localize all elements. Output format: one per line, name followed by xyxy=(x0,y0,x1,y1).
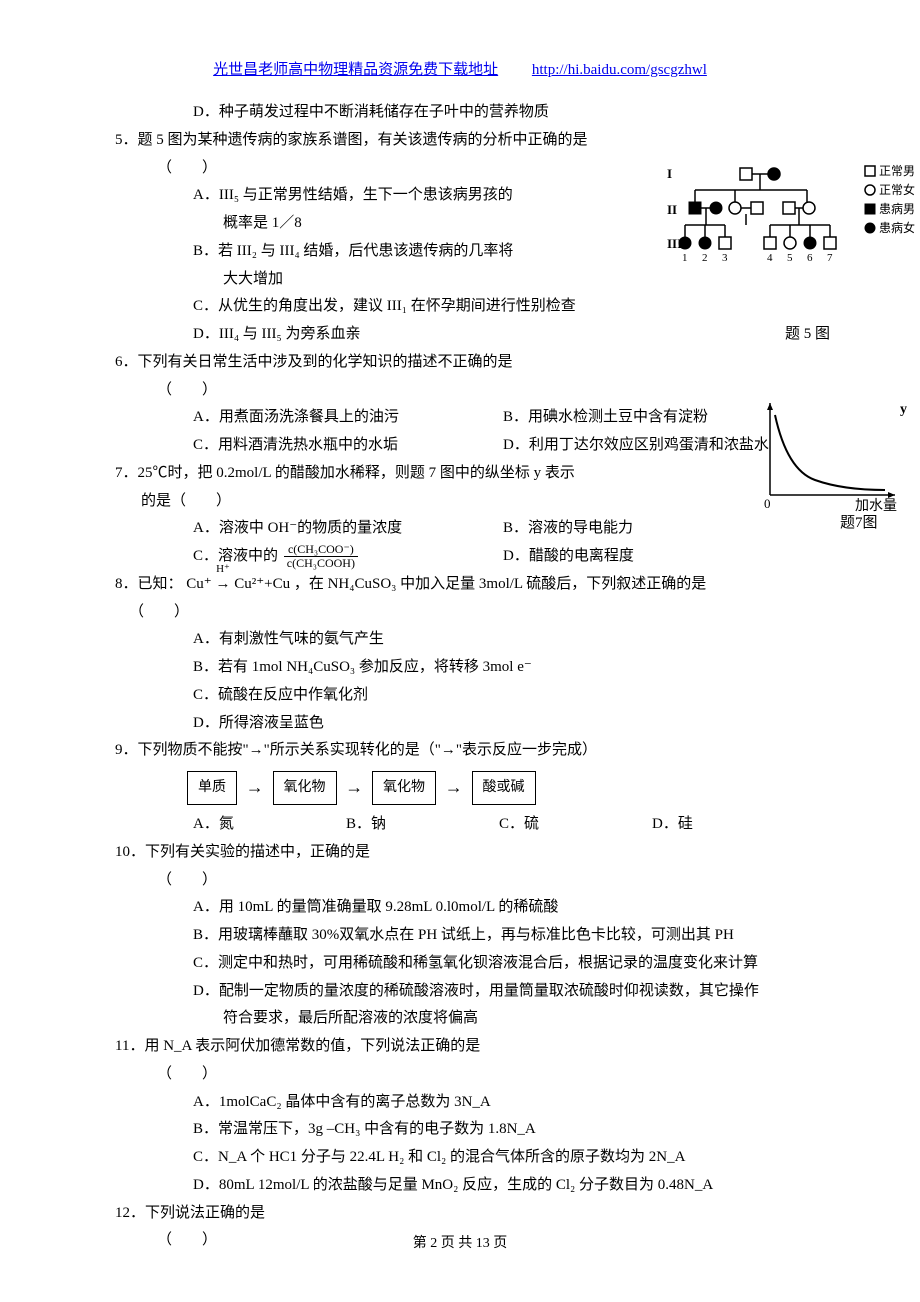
q9-flowchart: 单质 → 氧化物 → 氧化物 → 酸或碱 xyxy=(115,771,805,805)
q6-option-b: B．用碘水检测土豆中含有淀粉 xyxy=(503,404,708,432)
header-link[interactable]: http://hi.baidu.com/gscgzhwl xyxy=(532,62,707,78)
reaction-arrow-icon: H⁺ → xyxy=(215,571,230,599)
q8-prefix: 8．已知： xyxy=(115,576,183,592)
svg-text:2: 2 xyxy=(702,252,708,264)
arrow-icon: → xyxy=(445,771,463,804)
q9-option-d: D．硅 xyxy=(652,811,805,839)
q11-option-a: A．1molCaC₂ 晶体中含有的离子总数为 3N_A xyxy=(115,1089,805,1117)
q10-stem: 10．下列有关实验的描述中，正确的是 xyxy=(115,839,805,867)
arrow-icon: → xyxy=(246,771,264,804)
q9-options: A．氮 B．钠 C．硫 D．硅 xyxy=(115,811,805,839)
q9-stem: 9．下列物质不能按"→"所示关系实现转化的是（"→"表示反应一步完成） xyxy=(115,737,805,765)
q8-option-b: B．若有 1mol NH₄CuSO₃ 参加反应，将转移 3mol e⁻ xyxy=(115,654,805,682)
svg-text:患病女: 患病女 xyxy=(879,220,915,235)
q6-option-d: D．利用丁达尔效应区别鸡蛋清和浓盐水 xyxy=(503,432,769,460)
q8-option-a: A．有刺激性气味的氨气产生 xyxy=(115,626,805,654)
svg-text:患病男: 患病男 xyxy=(879,201,915,216)
q11-option-c: C．N_A 个 HC1 分子与 22.4L H₂ 和 Cl₂ 的混合气体所含的原… xyxy=(115,1144,805,1172)
q7-option-b: B．溶液的导电能力 xyxy=(503,515,633,543)
page-footer: 第 2 页 共 13 页 xyxy=(0,1232,920,1252)
q5-caption: 题 5 图 xyxy=(785,321,830,349)
q5-stem: 5．题 5 图为某种遗传病的家族系谱图，有关该遗传病的分析中正确的是 xyxy=(115,127,805,155)
q10-option-b: B．用玻璃棒蘸取 30%双氧水点在 PH 试纸上，再与标准比色卡比较，可测出其 … xyxy=(115,922,805,950)
q7-option-c: C．溶液中的 c(CH₃COO⁻) c(CH₃COOH) xyxy=(193,543,503,571)
q9-option-a: A．氮 xyxy=(193,811,346,839)
q11-stem: 11．用 N_A 表示阿伏加德常数的值，下列说法正确的是 xyxy=(115,1033,805,1061)
arrow-icon: → xyxy=(345,771,363,804)
q7-c-prefix: C．溶液中的 xyxy=(193,548,278,564)
q8-suffix: ，在 NH₄CuSO₃ 中加入足量 3mol/L 硫酸后，下列叙述正确的是 xyxy=(294,576,706,592)
q7-stem2: 的是（ ） xyxy=(115,488,805,516)
q10-paren: （ ） xyxy=(115,867,805,895)
svg-text:4: 4 xyxy=(767,252,773,264)
svg-text:正常男: 正常男 xyxy=(879,164,915,178)
svg-text:6: 6 xyxy=(807,252,813,264)
q4-option-d: D．种子萌发过程中不断消耗储存在子叶中的营养物质 xyxy=(115,99,805,127)
q11-option-b: B．常温常压下，3g –CH₃ 中含有的电子数为 1.8N_A xyxy=(115,1116,805,1144)
svg-text:加水量: 加水量 xyxy=(855,498,897,514)
q8-eq-left: Cu⁺ xyxy=(186,576,211,592)
fraction-icon: c(CH₃COO⁻) c(CH₃COOH) xyxy=(284,543,358,570)
flow-box-4: 酸或碱 xyxy=(472,771,536,805)
q12-stem: 12．下列说法正确的是 xyxy=(115,1200,805,1228)
q8-eq-right: Cu²⁺+Cu xyxy=(234,576,290,592)
flow-box-3: 氧化物 xyxy=(372,771,436,805)
pedigree-diagram: I II III 1 2 3 4 5 6 7 正常男 正常女 患病男 患病女 xyxy=(665,160,920,300)
gen2-label: II xyxy=(667,202,677,217)
q7-row1: A．溶液中 OH⁻的物质的量浓度 B．溶液的导电能力 xyxy=(115,515,805,543)
svg-text:7: 7 xyxy=(827,252,833,264)
q7-chart: y 0 加水量 题7图 xyxy=(755,395,910,530)
q5-d-text: D．III₄ 与 III₅ 为旁系血亲 xyxy=(193,326,361,342)
q10-option-c: C．测定中和热时，可用稀硫酸和稀氢氧化钡溶液混合后，根据记录的温度变化来计算 xyxy=(115,950,805,978)
q8-stem: 8．已知： Cu⁺ H⁺ → Cu²⁺+Cu ，在 NH₄CuSO₃ 中加入足量… xyxy=(115,571,805,599)
q11-option-d: D．80mL 12mol/L 的浓盐酸与足量 MnO₂ 反应，生成的 Cl₂ 分… xyxy=(115,1172,805,1200)
q8-option-c: C．硫酸在反应中作氧化剂 xyxy=(115,682,805,710)
svg-text:题7图: 题7图 xyxy=(840,514,878,530)
svg-text:1: 1 xyxy=(682,252,688,264)
q10-option-d-cont: 符合要求，最后所配溶液的浓度将偏高 xyxy=(115,1005,805,1033)
frac-den: c(CH₃COOH) xyxy=(284,557,358,570)
q6-stem: 6．下列有关日常生活中涉及到的化学知识的描述不正确的是 xyxy=(115,349,805,377)
q6-option-c: C．用料酒清洗热水瓶中的水垢 xyxy=(193,432,503,460)
svg-text:0: 0 xyxy=(764,496,771,511)
flow-box-2: 氧化物 xyxy=(273,771,337,805)
q7-stem: 7．25℃时，把 0.2mol/L 的醋酸加水稀释，则题 7 图中的纵坐标 y … xyxy=(115,460,805,488)
q10-option-a: A．用 10mL 的量筒准确量取 9.28mL 0.l0mol/L 的稀硫酸 xyxy=(115,894,805,922)
svg-text:正常女: 正常女 xyxy=(879,182,915,197)
q10-option-d: D．配制一定物质的量浓度的稀硫酸溶液时，用量筒量取浓硫酸时仰视读数，其它操作 xyxy=(115,978,805,1006)
svg-text:3: 3 xyxy=(722,252,728,264)
q8-option-d: D．所得溶液呈蓝色 xyxy=(115,710,805,738)
flow-box-1: 单质 xyxy=(187,771,237,805)
q6-row1: A．用煮面汤洗涤餐具上的油污 B．用碘水检测土豆中含有淀粉 xyxy=(115,404,805,432)
page-header: 光世昌老师高中物理精品资源免费下载地址 http://hi.baidu.com/… xyxy=(115,58,805,79)
header-source-text: 光世昌老师高中物理精品资源免费下载地址 xyxy=(213,62,498,78)
q8-paren: （ ） xyxy=(115,599,805,627)
q9-option-b: B．钠 xyxy=(346,811,499,839)
gen1-label: I xyxy=(667,166,672,181)
q6-paren: （ ） xyxy=(115,377,805,405)
q11-paren: （ ） xyxy=(115,1061,805,1089)
q7-option-d: D．醋酸的电离程度 xyxy=(503,543,634,571)
q9-option-c: C．硫 xyxy=(499,811,652,839)
q6-row2: C．用料酒清洗热水瓶中的水垢 D．利用丁达尔效应区别鸡蛋清和浓盐水 xyxy=(115,432,805,460)
svg-text:5: 5 xyxy=(787,252,793,264)
q6-option-a: A．用煮面汤洗涤餐具上的油污 xyxy=(193,404,503,432)
q7-option-a: A．溶液中 OH⁻的物质的量浓度 xyxy=(193,515,503,543)
q5-option-d: D．III₄ 与 III₅ 为旁系血亲 题 5 图 xyxy=(115,321,805,349)
frac-num: c(CH₃COO⁻) xyxy=(284,543,358,557)
svg-text:y: y xyxy=(900,402,907,417)
